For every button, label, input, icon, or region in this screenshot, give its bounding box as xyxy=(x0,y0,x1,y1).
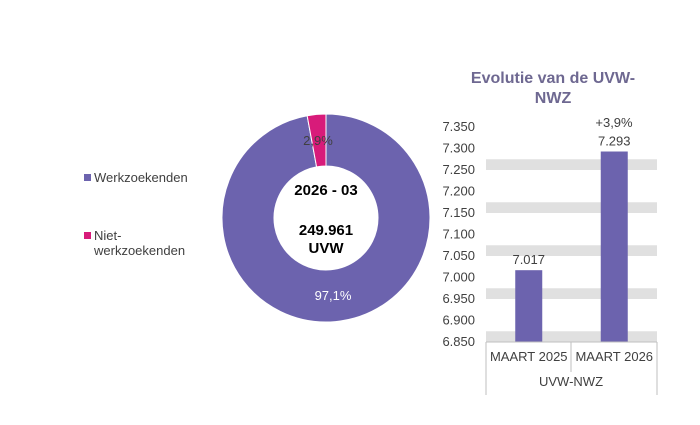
y-tick-label: 7.350 xyxy=(442,119,475,134)
bar-value-label: 7.017 xyxy=(512,252,545,267)
grid-bands xyxy=(486,159,657,342)
grid-band xyxy=(486,288,657,299)
bar-chart-title-line1: Evolutie van de UVW- xyxy=(471,70,635,87)
donut-center-unit: UVW xyxy=(309,240,345,257)
bar-maart-2026 xyxy=(600,151,628,342)
grid-band xyxy=(486,202,657,213)
x-axis-categories: MAART 2025 MAART 2026 xyxy=(490,349,653,364)
y-tick-label: 7.200 xyxy=(442,184,475,199)
y-axis-ticks: 6.850 6.900 6.950 7.000 7.050 7.100 7.150 7.200… xyxy=(442,119,475,349)
x-category-label: MAART 2026 xyxy=(575,349,653,364)
donut-slice-niet-werkzoekenden xyxy=(306,113,327,168)
y-tick-label: 6.900 xyxy=(442,313,475,328)
bar-chart-title-line2: NWZ xyxy=(535,90,572,107)
legend-swatch-werkzoekenden xyxy=(84,174,91,181)
donut-legend: Werkzoekenden Niet- werkzoekenden xyxy=(84,170,188,258)
bars: 7.017 7.293 xyxy=(512,134,631,342)
grid-band xyxy=(486,245,657,256)
bar-maart-2025 xyxy=(515,270,543,342)
y-tick-label: 7.300 xyxy=(442,141,475,156)
y-tick-label: 7.250 xyxy=(442,162,475,177)
x-category-label: MAART 2025 xyxy=(490,349,568,364)
x-axis-group-label: UVW-NWZ xyxy=(539,374,603,389)
slice-label-werkzoekenden: 97,1% xyxy=(315,288,352,303)
legend-label-niet-werkzoekenden-line1: Niet- xyxy=(94,228,121,243)
y-tick-label: 7.150 xyxy=(442,205,475,220)
donut-chart: 2,9% 97,1% 2026 - 03 249.961 UVW xyxy=(221,113,431,323)
y-tick-label: 6.850 xyxy=(442,334,475,349)
slice-label-niet-werkzoekenden: 2,9% xyxy=(303,133,333,148)
y-tick-label: 7.050 xyxy=(442,248,475,263)
donut-slice-werkzoekenden xyxy=(221,113,431,323)
legend-label-niet-werkzoekenden-line2: werkzoekenden xyxy=(93,243,185,258)
y-tick-label: 7.100 xyxy=(442,227,475,242)
legend-label-werkzoekenden: Werkzoekenden xyxy=(94,170,188,185)
bar-chart: Evolutie van de UVW- NWZ 6.850 6.900 6.950… xyxy=(442,70,658,395)
y-tick-label: 7.000 xyxy=(442,270,475,285)
bar-value-label: 7.293 xyxy=(598,134,631,149)
y-tick-label: 6.950 xyxy=(442,291,475,306)
legend-swatch-niet-werkzoekenden xyxy=(84,232,91,239)
grid-band xyxy=(486,159,657,170)
change-label: +3,9% xyxy=(595,115,633,130)
donut-center-total: 249.961 xyxy=(299,222,353,239)
grid-band xyxy=(486,331,657,342)
donut-center-period: 2026 - 03 xyxy=(294,182,357,199)
